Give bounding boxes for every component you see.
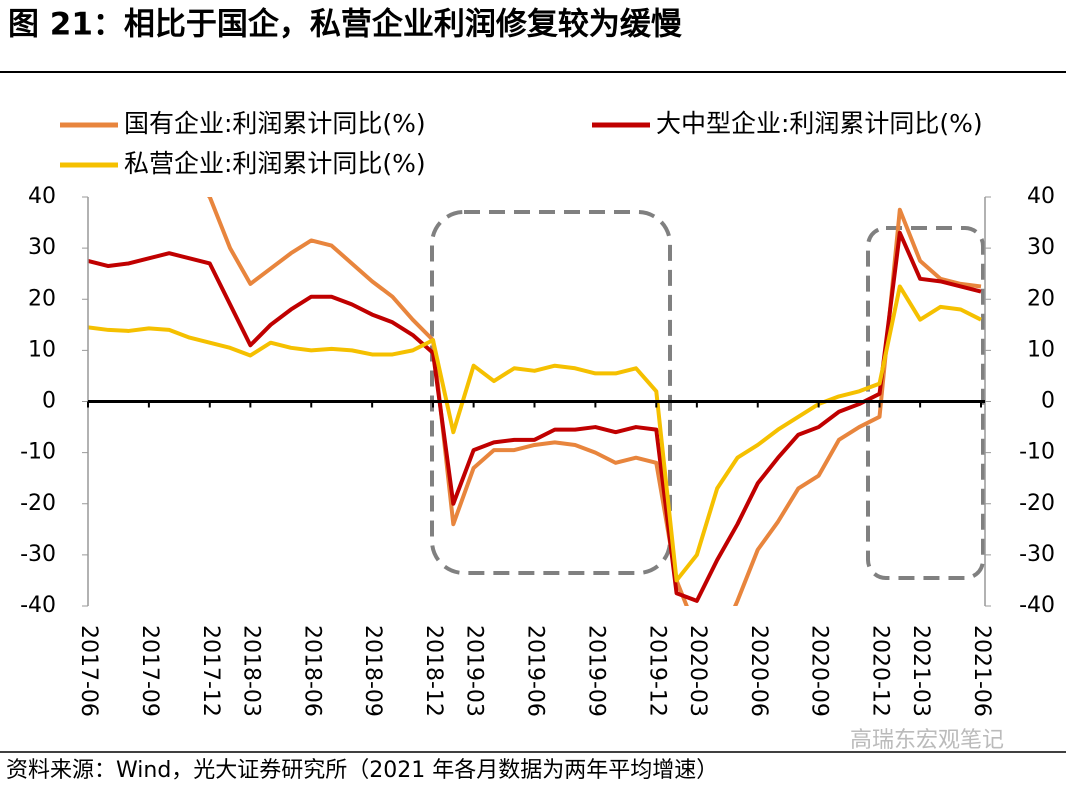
x-tick-label: 2018-03: [238, 625, 263, 717]
highlight-box: [430, 210, 672, 575]
y-tick-label: -20: [20, 491, 56, 516]
watermark: 高瑞东宏观笔记: [850, 728, 1004, 753]
y2-tick-label: 10: [1027, 337, 1055, 362]
x-tick-label: 2019-06: [523, 625, 548, 717]
legend-label: 大中型企业:利润累计同比(%): [656, 109, 983, 138]
y2-tick-label: -40: [1019, 593, 1055, 618]
y-tick-label: 20: [28, 286, 56, 311]
y2-tick-label: 20: [1027, 286, 1055, 311]
y2-tick-label: 30: [1027, 235, 1055, 260]
y-tick-label: 40: [28, 184, 56, 209]
x-tick-label: 2019-12: [644, 625, 669, 717]
y2-tick-label: -30: [1019, 542, 1055, 567]
y-tick-label: 10: [28, 337, 56, 362]
x-tick-label: 2018-12: [421, 625, 446, 717]
y-tick-label: -10: [20, 440, 56, 465]
x-tick-label: 2017-12: [198, 625, 223, 717]
x-tick-label: 2020-03: [685, 625, 710, 717]
y2-tick-label: -10: [1019, 440, 1055, 465]
x-tick-label: 2020-09: [807, 625, 832, 717]
x-tick-label: 2020-06: [746, 625, 771, 717]
series-line: [88, 230, 982, 603]
x-tick-label: 2021-03: [908, 625, 933, 717]
y2-tick-label: 40: [1027, 184, 1055, 209]
source: 资料来源：Wind，光大证券研究所（2021 年各月数据为两年平均增速）: [6, 758, 718, 783]
x-tick-label: 2021-06: [969, 625, 994, 717]
y-tick-label: 30: [28, 235, 56, 260]
x-tick-label: 2020-12: [868, 625, 893, 717]
chart-title: 图 21：相比于国企，私营企业利润修复较为缓慢: [8, 7, 683, 43]
x-tick-label: 2017-09: [137, 625, 162, 717]
x-tick-label: 2019-03: [462, 625, 487, 717]
series-line: [88, 284, 982, 583]
legend-label: 私营企业:利润累计同比(%): [124, 149, 426, 178]
plot: [88, 197, 982, 606]
y2-tick-label: -20: [1019, 491, 1055, 516]
y-tick-label: -30: [20, 542, 56, 567]
legend-label: 国有企业:利润累计同比(%): [124, 109, 426, 138]
y-tick-label: -40: [20, 593, 56, 618]
series-line: [206, 197, 982, 606]
x-tick-label: 2018-09: [360, 625, 385, 717]
x-tick-label: 2019-09: [583, 625, 608, 717]
y-tick-label: 0: [42, 389, 56, 414]
x-tick-label: 2017-06: [76, 625, 101, 717]
y2-tick-label: 0: [1041, 389, 1055, 414]
x-tick-label: 2018-06: [299, 625, 324, 717]
